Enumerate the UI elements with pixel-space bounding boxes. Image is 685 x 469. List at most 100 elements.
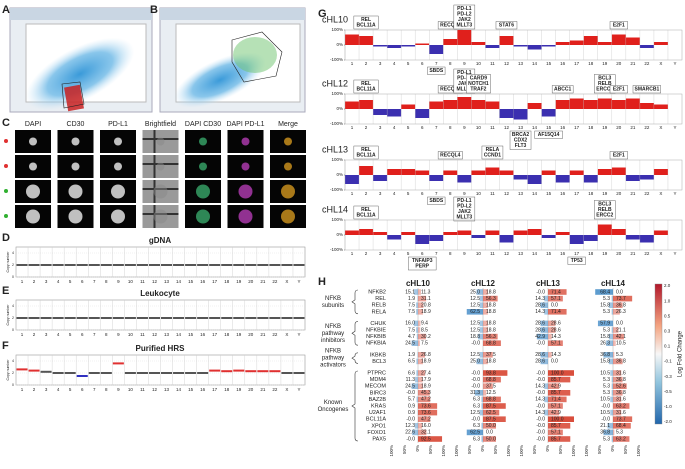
gene-label: BRCA2: [512, 132, 529, 138]
loss-label: -0.0: [406, 417, 415, 423]
fold-change-area: [555, 175, 570, 183]
gene-label: REL: [361, 81, 371, 87]
gain-label: 0.0: [616, 321, 623, 327]
gain-label: 73.7: [616, 417, 626, 423]
chromosome-label: 13: [164, 387, 170, 392]
track-name: cHL12: [322, 78, 348, 88]
fold-change-area: [345, 175, 360, 184]
cell: [199, 162, 207, 171]
track-name: cHL13: [322, 144, 348, 154]
fold-change-area: [583, 235, 598, 241]
axis-label: 100%: [636, 445, 641, 457]
gain-label: 42.9: [551, 384, 561, 390]
gain-label: 11.3: [421, 289, 431, 295]
gain-label: 85.7: [551, 436, 561, 442]
group-label: activators: [320, 363, 346, 369]
copy-number-segment: [209, 264, 221, 266]
panel-label: C: [2, 117, 10, 129]
copy-number-segment: [88, 264, 100, 266]
copy-number-segment: [161, 372, 173, 374]
gain-label: 5.3: [616, 352, 623, 358]
colorbar-label: 2.0: [664, 283, 671, 288]
loss-label: -0.0: [471, 370, 480, 376]
y-tick-label: 0: [12, 275, 14, 279]
loss-bar: [416, 327, 418, 333]
gain-label: 57.1: [551, 296, 561, 302]
copy-number-segment: [76, 264, 88, 266]
gain-bar: [418, 333, 426, 340]
cell: [199, 137, 207, 146]
gene-name: RELA: [372, 309, 387, 315]
gene-label: BCL3: [598, 76, 611, 82]
gene-box: [594, 200, 616, 220]
gain-bar: [548, 390, 571, 396]
loss-label: -0.0: [601, 417, 610, 423]
loss-bar: [611, 383, 613, 389]
gain-label: 28.6: [551, 327, 561, 333]
loss-label: 0.9: [408, 403, 415, 409]
chromosome-label: 6: [81, 387, 84, 392]
gene-name: NFKBIE: [366, 327, 386, 333]
chromosome-label: 7: [93, 387, 96, 392]
axis-label: 50%: [428, 445, 433, 454]
loss-bar: [416, 396, 418, 403]
chromosome-label: X: [285, 279, 288, 284]
copy-number-segment: [197, 372, 209, 374]
group-brace: [351, 289, 359, 315]
copy-number-segment: [76, 317, 88, 319]
gain-bar: [613, 376, 623, 383]
gene-label: TRAF2: [470, 87, 486, 93]
gain-label: 92.5: [421, 436, 431, 442]
copy-number-segment: [148, 264, 160, 266]
cell: [153, 209, 168, 224]
loss-bar: [415, 376, 418, 383]
gain-bar: [548, 320, 556, 327]
chromosome-label: 12: [152, 279, 158, 284]
loss-bar: [412, 429, 418, 436]
chromosome-label: 15: [546, 191, 552, 196]
copy-number-segment: [124, 264, 136, 266]
gain-label: 47.2: [421, 417, 431, 423]
fold-change-area: [345, 230, 360, 235]
gene-name: BCL3: [372, 359, 386, 365]
loss-bar: [597, 320, 613, 327]
chromosome-label: 3: [45, 387, 48, 392]
copy-number-segment: [40, 370, 52, 373]
gain-bar: [548, 409, 560, 416]
copy-number-segment: [245, 264, 257, 266]
axis-label: 100%: [441, 445, 446, 457]
gain-bar: [483, 376, 501, 383]
gain-label: 56.3: [486, 334, 496, 340]
loss-label: 25.0: [470, 289, 480, 295]
gain-label: 21.1: [616, 327, 626, 333]
chromosome-label: 6: [421, 251, 424, 256]
fold-change-area: [373, 175, 388, 181]
chromosome-label: 10: [128, 279, 134, 284]
chromosome-label: 3: [379, 191, 382, 196]
chromosome-label: 9: [117, 387, 120, 392]
loss-label: -0.0: [536, 436, 545, 442]
loss-label: 15.1: [405, 289, 415, 295]
column-header: CD30: [67, 121, 85, 128]
fold-change-area: [443, 170, 458, 175]
loss-label: 7.5: [408, 309, 415, 315]
fold-change-area: [457, 97, 472, 109]
gene-label: ABCC1: [554, 87, 571, 93]
column-header: cHL10: [406, 279, 431, 288]
gain-label: 36.8: [616, 359, 626, 365]
gain-bar: [613, 340, 616, 346]
gene-box: [534, 130, 563, 139]
gain-label: 47.2: [421, 397, 431, 403]
gain-bar: [483, 340, 501, 346]
group-label: subunits: [322, 303, 344, 309]
chromosome-label: 4: [393, 61, 396, 66]
y-tick-label: 0%: [336, 232, 343, 237]
chromosome-label: 20: [248, 387, 254, 392]
fold-change-area: [625, 98, 640, 109]
fold-change-area: [499, 170, 514, 175]
copy-number-segment: [185, 372, 197, 374]
gene-name: MDM4: [370, 377, 386, 383]
loss-label: 15.8: [600, 334, 610, 340]
fold-change-area: [653, 104, 668, 109]
chromosome-label: 11: [140, 332, 145, 337]
